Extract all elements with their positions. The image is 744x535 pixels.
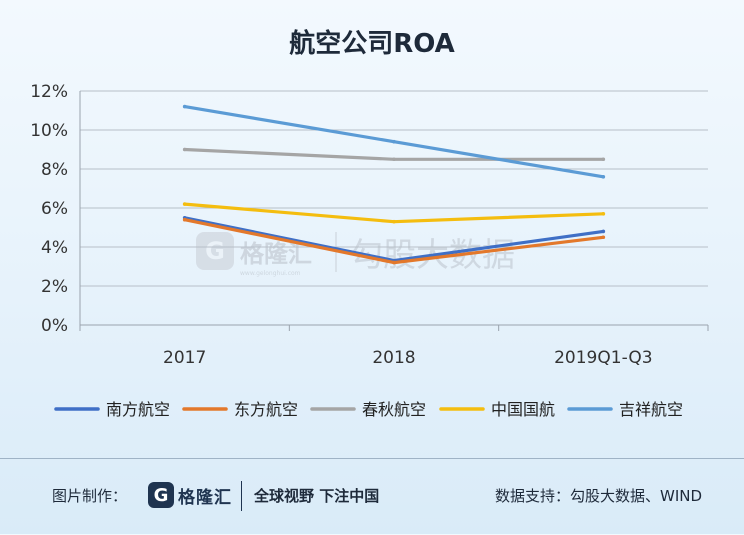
y-tick-label: 8%: [41, 160, 68, 180]
y-tick-label: 4%: [41, 238, 68, 258]
x-axis: 2017 2018 2019Q1-Q3: [79, 325, 709, 368]
y-tick-label: 12%: [30, 82, 68, 102]
slogan: 全球视野 下注中国: [254, 487, 380, 505]
watermark-logo-letter: G: [205, 237, 225, 265]
legend-label: 南方航空: [106, 400, 170, 419]
data-point: [601, 157, 606, 162]
gelonghui-logo: G 格隆汇: [148, 479, 232, 511]
y-tick-label: 0%: [41, 316, 68, 336]
y-tick-label: 2%: [41, 277, 68, 297]
data-point: [392, 139, 396, 144]
y-axis: 0% 2% 4% 6% 8% 10% 12%: [30, 82, 68, 336]
watermark-logo-url: www.gelonghui.com: [240, 270, 301, 277]
y-tick-label: 6%: [41, 199, 68, 219]
roa-line-chart: 航空公司ROA G 格隆汇 www.gelonghui.com 勾股大数据 0%…: [30, 28, 709, 419]
data-point: [182, 202, 187, 206]
x-tick-label: 2017: [163, 348, 206, 368]
data-point: [601, 212, 606, 216]
legend-label: 东方航空: [234, 400, 298, 419]
legend-label: 中国国航: [491, 400, 555, 419]
grid: [79, 90, 708, 326]
series-line: [183, 202, 605, 224]
x-tick-label: 2019Q1-Q3: [554, 348, 652, 368]
footer-divider: [241, 481, 242, 511]
data-point: [392, 157, 396, 162]
credit-label: 图片制作：: [52, 487, 128, 505]
data-point: [182, 104, 187, 109]
footer: 图片制作： G 格隆汇 全球视野 下注中国 数据支持：勾股大数据、WIND: [0, 458, 744, 535]
watermark-logo-icon: [196, 232, 234, 270]
chart-title: 航空公司ROA: [289, 28, 455, 59]
x-tick-label: 2018: [372, 348, 415, 368]
data-point: [601, 235, 606, 240]
data-point: [392, 219, 396, 224]
legend: 南方航空 东方航空 春秋航空 中国国航 吉祥航空: [54, 400, 683, 419]
gelonghui-logo-icon: G: [148, 482, 174, 508]
series-layer: [182, 104, 606, 265]
data-point: [601, 229, 606, 234]
data-point: [601, 175, 606, 179]
data-point: [182, 147, 187, 152]
gelonghui-logo-text: 格隆汇: [178, 487, 232, 508]
data-point: [392, 260, 396, 265]
data-point: [182, 217, 187, 222]
legend-label: 春秋航空: [362, 400, 426, 419]
legend-label: 吉祥航空: [619, 400, 683, 419]
data-source: 数据支持：勾股大数据、WIND: [495, 487, 703, 505]
y-tick-label: 10%: [30, 121, 68, 141]
